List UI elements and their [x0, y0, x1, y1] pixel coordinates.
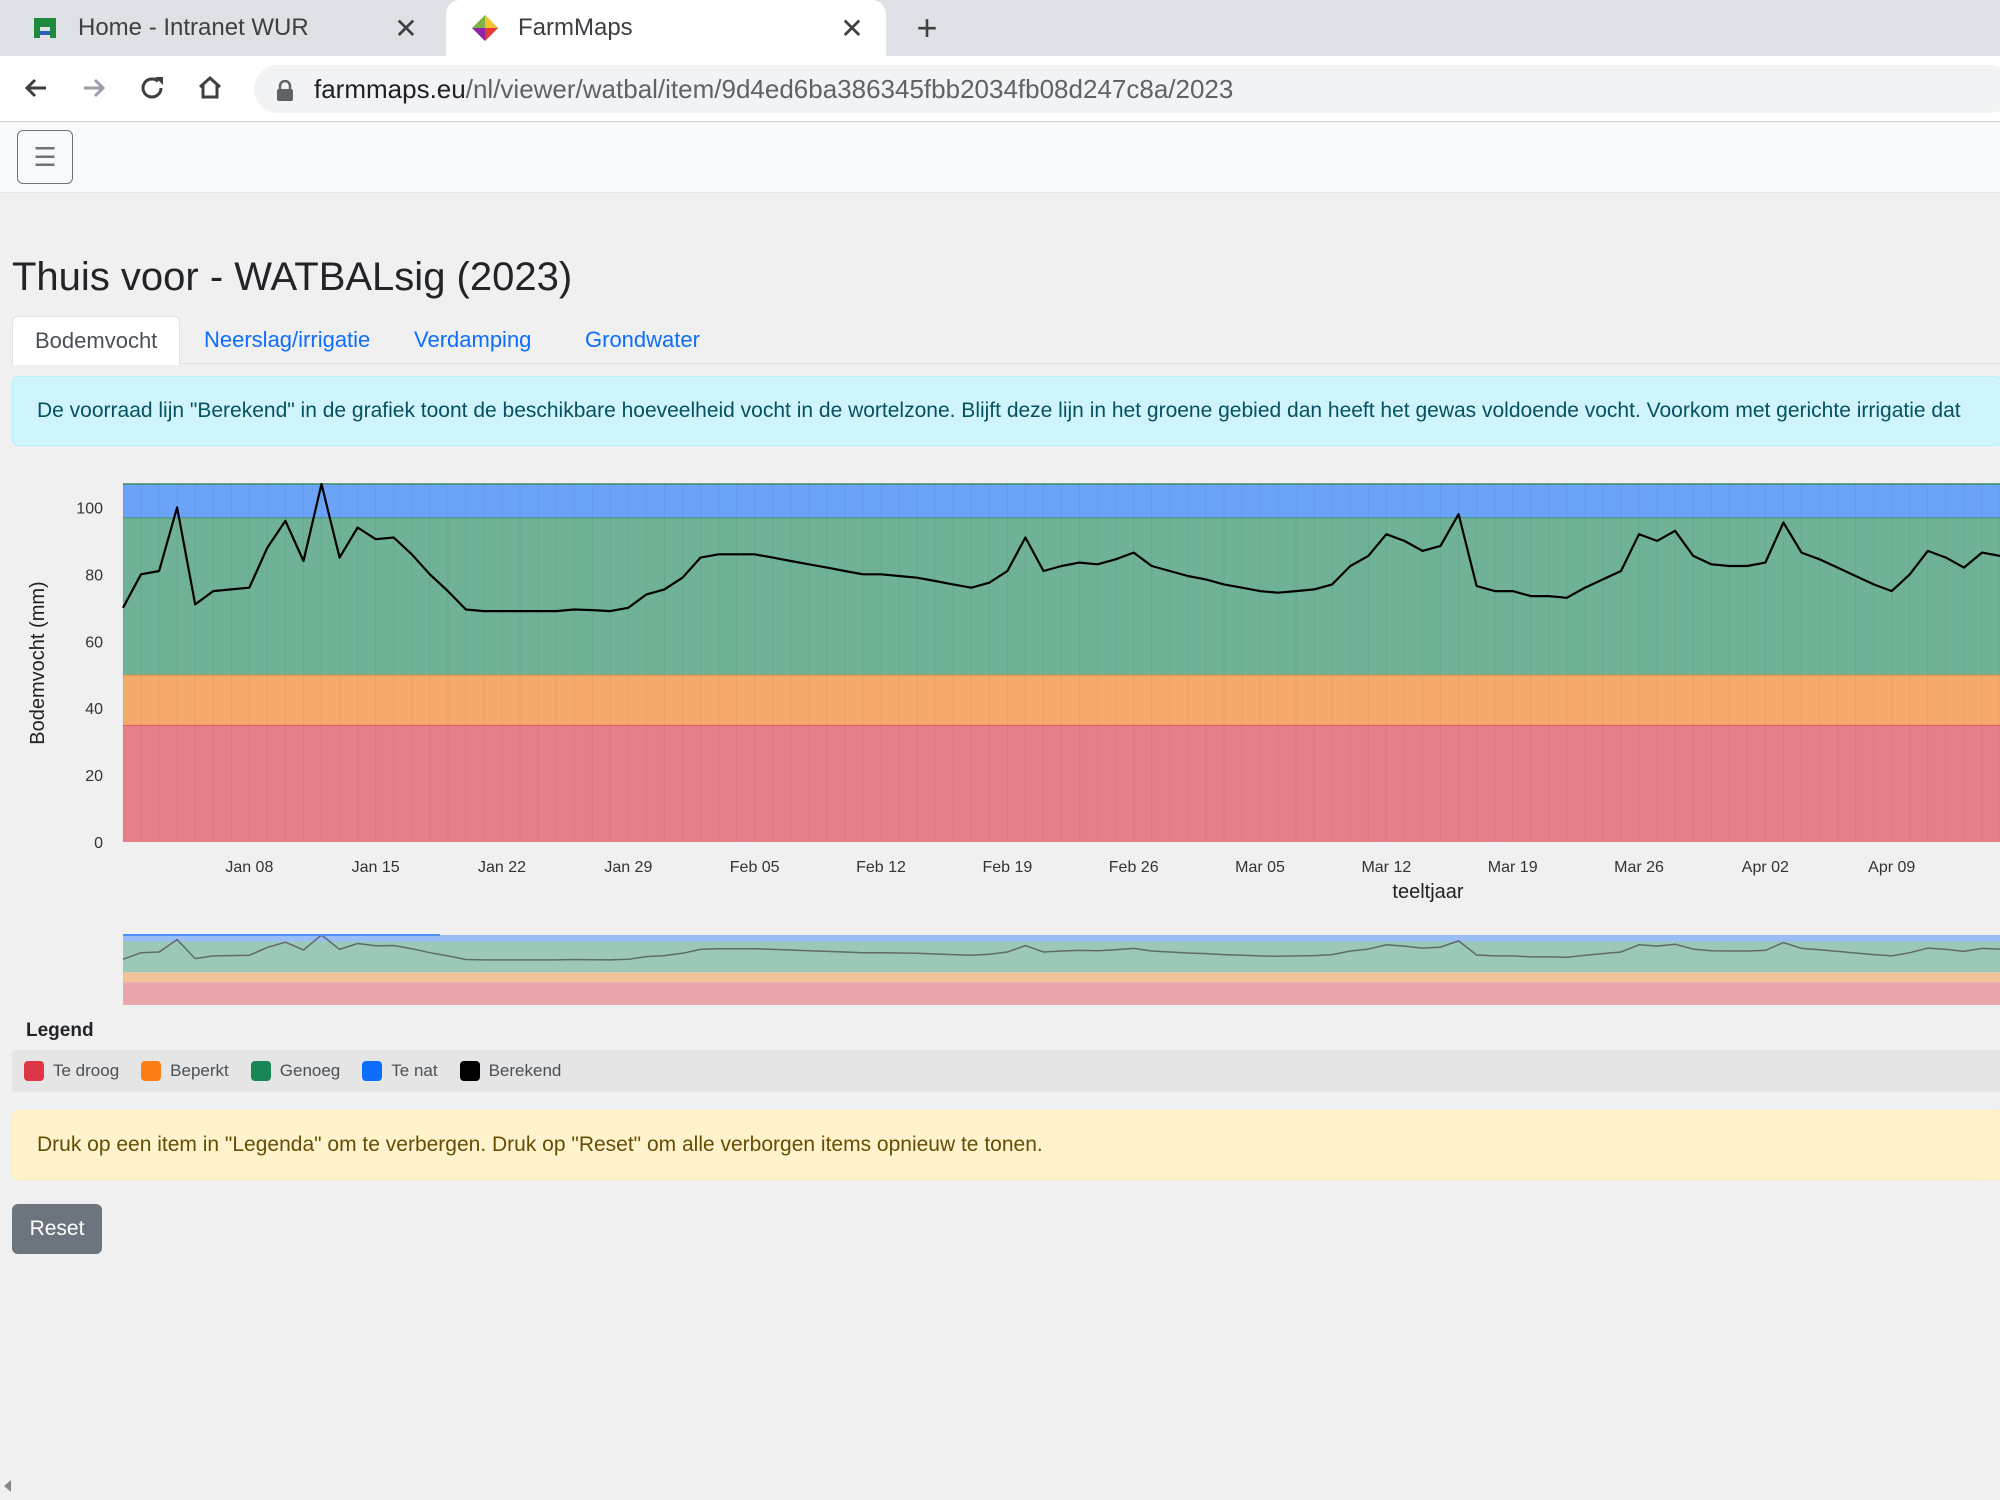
tab-grondwater[interactable]: Grondwater — [585, 327, 700, 352]
content-tabs: Bodemvocht Neerslag/irrigatie Verdamping… — [12, 316, 2000, 365]
legend-swatch — [141, 1061, 162, 1081]
legend-label: Te droog — [53, 1061, 120, 1080]
y-tick-label: 100 — [76, 500, 103, 517]
x-tick-label: Jan 29 — [604, 859, 652, 876]
lock-icon — [276, 78, 294, 101]
x-tick-label: Mar 05 — [1235, 859, 1285, 876]
reset-button[interactable]: Reset — [12, 1204, 102, 1254]
y-tick-label: 60 — [85, 634, 103, 651]
reload-icon[interactable] — [130, 66, 174, 110]
url-path: /nl/viewer/watbal/item/9d4ed6ba386345fbb… — [465, 73, 1234, 104]
browser-tab-title: FarmMaps — [518, 14, 633, 41]
address-bar[interactable]: farmmaps.eu/nl/viewer/watbal/item/9d4ed6… — [254, 65, 2000, 113]
band-te-nat — [123, 484, 2000, 518]
x-tick-label: Jan 15 — [352, 859, 400, 876]
wur-favicon-icon — [30, 13, 60, 43]
info-alert: De voorraad lijn "Berekend" in de grafie… — [12, 376, 2000, 446]
home-icon[interactable] — [188, 66, 232, 110]
legend-label: Beperkt — [170, 1061, 229, 1080]
y-tick-label: 0 — [94, 835, 103, 852]
x-tick-label: Feb 26 — [1109, 859, 1159, 876]
x-tick-label: Mar 12 — [1361, 859, 1411, 876]
browser-tab-farmmaps[interactable]: FarmMaps ✕ — [446, 0, 886, 56]
x-tick-label: Feb 05 — [730, 859, 780, 876]
url-host: farmmaps.eu — [314, 73, 466, 104]
x-tick-label: Apr 09 — [1868, 859, 1915, 876]
browser-tab-intranet[interactable]: Home - Intranet WUR ✕ — [0, 0, 440, 56]
chart-svg: 0 20 40 60 80 100 Jan 08 Jan 15 Jan 22 Jan 29 Feb … — [27, 482, 2000, 1005]
legend-swatch — [24, 1061, 44, 1081]
x-tick-label: Feb 19 — [982, 859, 1032, 876]
legend-item-te-droog[interactable]: Te droog — [24, 1061, 119, 1081]
navigator-band — [123, 982, 2000, 1005]
farmmaps-favicon-icon — [470, 13, 500, 43]
legend-label: Genoeg — [279, 1061, 341, 1080]
x-tick-label: Mar 19 — [1488, 859, 1538, 876]
browser-tab-title: Home - Intranet WUR — [78, 14, 309, 41]
warning-alert: Druk op een item in "Legenda" om te verb… — [12, 1110, 2000, 1180]
legend-item-genoeg[interactable]: Genoeg — [250, 1061, 341, 1081]
app-navbar: ☰ — [0, 123, 2000, 193]
x-tick-label: Jan 08 — [225, 859, 273, 876]
legend-item-beperkt[interactable]: Beperkt — [141, 1061, 229, 1081]
y-tick-label: 40 — [85, 701, 103, 718]
band-genoeg — [123, 517, 2000, 675]
legend-label: Te nat — [391, 1061, 438, 1080]
close-tab-icon[interactable]: ✕ — [394, 12, 418, 44]
x-axis-label: teeltjaar — [1392, 881, 1463, 903]
legend-label: Berekend — [488, 1061, 562, 1080]
page-title: Thuis voor - WATBALsig (2023) — [12, 255, 573, 299]
menu-toggle-icon[interactable]: ☰ — [17, 130, 73, 184]
forward-arrow-icon[interactable] — [72, 66, 116, 110]
x-tick-label: Jan 22 — [478, 859, 526, 876]
tab-bodemvocht[interactable]: Bodemvocht — [12, 316, 181, 365]
tab-verdamping[interactable]: Verdamping — [414, 327, 532, 352]
x-tick-label: Apr 02 — [1742, 859, 1789, 876]
scroll-left-arrow-icon[interactable] — [4, 1480, 11, 1492]
navigator-band — [123, 935, 2000, 942]
browser-toolbar: farmmaps.eu/nl/viewer/watbal/item/9d4ed6… — [0, 56, 2000, 122]
y-tick-label: 80 — [85, 567, 103, 584]
legend-swatch — [459, 1061, 480, 1081]
back-arrow-icon[interactable] — [14, 66, 58, 110]
legend-title: Legend — [26, 1020, 94, 1041]
series-line-berekend — [122, 482, 2000, 613]
new-tab-icon[interactable]: + — [916, 7, 938, 48]
browser-tabstrip: Home - Intranet WUR ✕ FarmMaps ✕ + — [0, 0, 2000, 56]
band-beperkt — [123, 674, 2000, 725]
tab-neerslag-irrigatie[interactable]: Neerslag/irrigatie — [204, 327, 371, 352]
navigator-band — [123, 941, 2000, 973]
legend-item-te-nat[interactable]: Te nat — [362, 1061, 438, 1081]
x-tick-label: Mar 26 — [1614, 859, 1664, 876]
close-tab-icon[interactable]: ✕ — [840, 12, 864, 44]
y-axis-label: Bodemvocht (mm) — [27, 581, 49, 744]
legend-item-berekend[interactable]: Berekend — [459, 1061, 562, 1081]
navigator-band — [123, 972, 2000, 983]
y-tick-label: 20 — [85, 768, 103, 785]
legend-swatch — [250, 1061, 271, 1081]
navigator-series-line — [122, 934, 2000, 961]
x-tick-label: Feb 12 — [856, 859, 906, 876]
band-te-droog — [123, 724, 2000, 842]
legend-swatch — [362, 1061, 383, 1081]
bodemvocht-chart: 0 20 40 60 80 100 Jan 08 Jan 15 Jan 22 Jan 29 Feb … — [0, 470, 2000, 1010]
legend-bar: Te droog Beperkt Genoeg Te nat Berekend — [12, 1050, 2000, 1092]
